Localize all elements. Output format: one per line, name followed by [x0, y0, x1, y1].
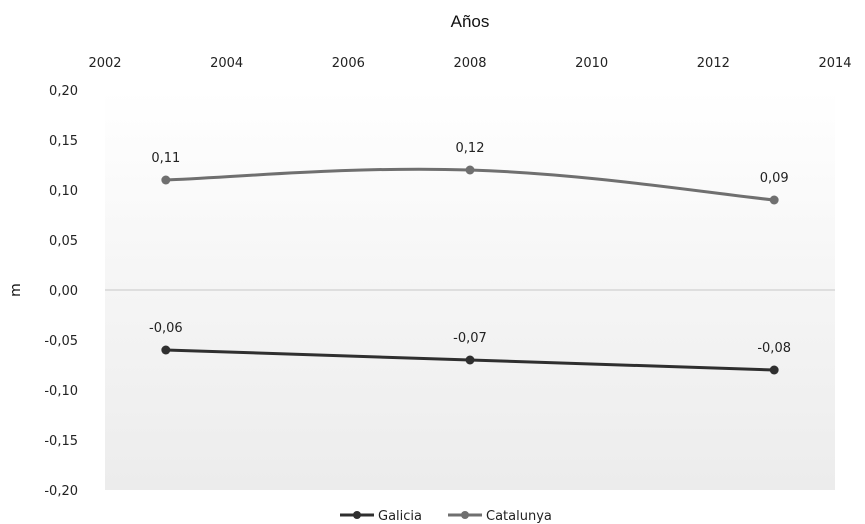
data-point-galicia	[161, 345, 171, 355]
data-point-galicia	[769, 365, 779, 375]
y-tick-label: -0,05	[44, 334, 78, 349]
data-label-galicia: -0,06	[149, 321, 183, 336]
data-point-catalunya	[465, 165, 475, 175]
x-tick-label: 2008	[453, 56, 486, 71]
data-label-catalunya: 0,11	[151, 151, 180, 166]
y-tick-label: 0,15	[49, 134, 78, 149]
y-tick-label: -0,10	[44, 384, 78, 399]
y-tick-label: 0,20	[49, 84, 78, 99]
legend-marker-catalunya	[461, 511, 469, 519]
y-tick-label: 0,00	[49, 284, 78, 299]
series-layer: -0,06 -0,07 -0,08 0,11 0,12 0,09	[149, 141, 791, 375]
legend-label-galicia: Galicia	[378, 509, 422, 524]
x-axis-ticks: 2002 2004 2006 2008 2010 2012 2014	[88, 56, 851, 71]
data-label-galicia: -0,08	[757, 341, 791, 356]
x-tick-label: 2002	[88, 56, 121, 71]
data-label-galicia: -0,07	[453, 331, 487, 346]
x-tick-label: 2010	[575, 56, 608, 71]
legend: Galicia Catalunya	[340, 509, 552, 524]
y-tick-label: -0,20	[44, 484, 78, 499]
x-tick-label: 2014	[818, 56, 851, 71]
chart-title: Años	[451, 12, 490, 31]
data-label-catalunya: 0,12	[456, 141, 485, 156]
x-tick-label: 2012	[697, 56, 730, 71]
data-label-catalunya: 0,09	[760, 171, 789, 186]
y-axis-ticks: 0,20 0,15 0,10 0,05 0,00 -0,05 -0,10 -0,15 -0,20	[44, 84, 78, 499]
data-point-catalunya	[769, 195, 779, 205]
legend-marker-galicia	[353, 511, 361, 519]
y-tick-label: -0,15	[44, 434, 78, 449]
legend-label-catalunya: Catalunya	[486, 509, 552, 524]
data-point-catalunya	[161, 175, 171, 185]
y-tick-label: 0,05	[49, 234, 78, 249]
y-tick-label: 0,10	[49, 184, 78, 199]
x-tick-label: 2004	[210, 56, 243, 71]
y-axis-label: m	[8, 283, 24, 297]
data-point-galicia	[465, 355, 475, 365]
x-tick-label: 2006	[332, 56, 365, 71]
